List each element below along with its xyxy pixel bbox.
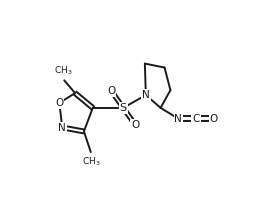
- Text: N: N: [175, 114, 182, 124]
- Text: S: S: [120, 103, 127, 113]
- Text: C: C: [192, 114, 200, 124]
- Text: O: O: [55, 98, 64, 108]
- Text: N: N: [58, 123, 66, 132]
- Text: CH$_3$: CH$_3$: [82, 155, 101, 168]
- Text: O: O: [131, 120, 139, 129]
- Text: N: N: [142, 90, 150, 100]
- Text: CH$_3$: CH$_3$: [54, 65, 73, 77]
- Text: O: O: [107, 86, 116, 96]
- Text: O: O: [210, 114, 218, 124]
